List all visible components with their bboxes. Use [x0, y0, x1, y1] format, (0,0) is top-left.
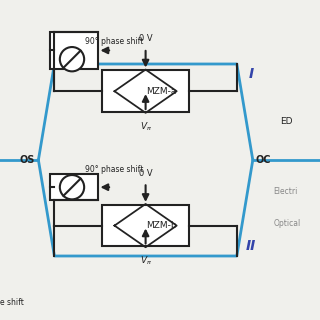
- Text: $V_\pi$: $V_\pi$: [140, 120, 152, 132]
- Text: e shift: e shift: [0, 298, 24, 307]
- Text: OC: OC: [256, 155, 271, 165]
- Text: Optical: Optical: [274, 220, 301, 228]
- Text: 0 V: 0 V: [139, 169, 152, 178]
- Bar: [50, 174, 98, 200]
- Text: $V_\pi$: $V_\pi$: [140, 254, 152, 267]
- Text: I: I: [249, 67, 254, 81]
- Text: 90° phase shift: 90° phase shift: [85, 37, 143, 46]
- Text: MZM-b: MZM-b: [146, 221, 176, 230]
- Circle shape: [60, 175, 84, 199]
- Text: Electri: Electri: [274, 188, 298, 196]
- Text: 90° phase shift: 90° phase shift: [85, 165, 143, 174]
- Bar: [102, 70, 189, 112]
- Text: ED: ED: [280, 117, 292, 126]
- Text: MZM-a: MZM-a: [146, 87, 176, 96]
- Bar: [102, 205, 189, 246]
- Bar: [50, 32, 98, 69]
- Text: 0 V: 0 V: [139, 34, 152, 43]
- Text: II: II: [246, 239, 256, 253]
- Circle shape: [60, 47, 84, 71]
- Text: OS: OS: [20, 155, 35, 165]
